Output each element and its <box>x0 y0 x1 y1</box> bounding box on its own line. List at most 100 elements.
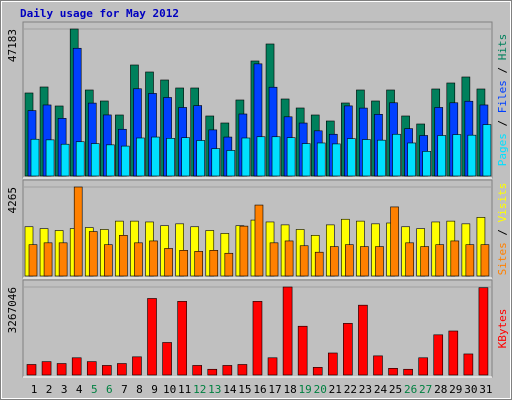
bar <box>28 244 38 277</box>
bar <box>405 242 414 277</box>
bar <box>301 143 311 177</box>
bar <box>388 368 398 376</box>
bar <box>282 286 293 376</box>
legend-entry: KBytes <box>496 309 509 349</box>
y-tick-label: 47183 <box>6 29 19 62</box>
bar <box>375 246 384 277</box>
bar <box>136 137 145 177</box>
bar <box>41 361 52 376</box>
bar <box>86 361 97 376</box>
bar <box>407 142 416 177</box>
bar <box>30 138 40 177</box>
bar <box>102 365 112 376</box>
bar <box>465 244 475 277</box>
bar <box>480 244 490 277</box>
bar <box>164 248 173 277</box>
bar <box>297 325 308 376</box>
bar <box>418 357 428 376</box>
bar <box>60 143 70 177</box>
bar <box>226 150 236 177</box>
legend-entry: Pages <box>496 133 509 166</box>
x-tick-label: 7 <box>121 383 128 396</box>
legend: Sites / Visits <box>496 183 509 276</box>
x-tick-label: 16 <box>253 383 266 396</box>
x-tick-label: 1 <box>31 383 38 396</box>
x-tick-label: 8 <box>136 383 143 396</box>
x-tick-label: 2 <box>46 383 53 396</box>
bar <box>26 364 37 376</box>
legend: Pages / Files / Hits <box>496 34 509 167</box>
bar <box>45 139 55 177</box>
bar <box>286 137 296 177</box>
chart-title: Daily usage for May 2012 <box>20 7 179 20</box>
bar <box>181 137 190 177</box>
legend-separator: / <box>496 60 509 80</box>
bar <box>58 242 68 277</box>
bar <box>241 137 251 177</box>
bar <box>299 245 309 277</box>
bar <box>222 365 233 376</box>
legend-entry: Sites <box>496 242 509 275</box>
x-tick-label: 21 <box>329 383 342 396</box>
bar <box>482 124 492 177</box>
x-tick-label: 22 <box>344 383 357 396</box>
bar <box>362 139 371 177</box>
bar <box>435 244 445 277</box>
x-tick-label: 6 <box>106 383 113 396</box>
x-tick-label: 31 <box>479 383 492 396</box>
x-tick-label: 14 <box>223 383 237 396</box>
bar <box>331 143 341 177</box>
legend-separator: / <box>496 222 509 242</box>
x-tick-label: 29 <box>449 383 462 396</box>
bar <box>149 240 158 277</box>
x-tick-label: 26 <box>404 383 417 396</box>
x-tick-label: 4 <box>76 383 83 396</box>
x-tick-label: 10 <box>163 383 176 396</box>
bar <box>237 364 248 376</box>
x-tick-label: 12 <box>193 383 206 396</box>
bar <box>166 138 175 177</box>
x-tick-label: 17 <box>268 383 281 396</box>
bar <box>207 368 218 376</box>
bar <box>119 235 128 277</box>
legend-entry: Hits <box>496 34 509 61</box>
bar <box>452 134 462 177</box>
bar <box>377 139 386 177</box>
x-tick-label: 27 <box>419 383 432 396</box>
bar <box>314 251 324 277</box>
bar <box>162 342 172 376</box>
bar <box>478 287 489 376</box>
legend-entry: Files <box>496 80 509 113</box>
x-tick-label: 23 <box>359 383 372 396</box>
bar <box>224 252 234 277</box>
bar <box>390 206 399 277</box>
bar <box>329 246 339 277</box>
x-tick-label: 9 <box>151 383 158 396</box>
bar <box>177 301 187 376</box>
x-tick-label: 28 <box>434 383 447 396</box>
bar <box>284 240 294 277</box>
x-tick-label: 19 <box>299 383 312 396</box>
x-tick-label: 3 <box>61 383 68 396</box>
bar <box>373 355 383 376</box>
bar <box>88 231 98 277</box>
bar <box>269 242 279 277</box>
bar <box>179 250 188 277</box>
bar <box>56 363 67 376</box>
bar <box>256 136 266 177</box>
bar <box>117 363 127 376</box>
x-tick-label: 18 <box>283 383 296 396</box>
bar <box>360 246 369 277</box>
x-tick-label: 11 <box>178 383 191 396</box>
bar <box>104 244 113 277</box>
bar <box>209 250 219 277</box>
bar <box>75 141 85 177</box>
bar <box>194 251 204 277</box>
bar <box>403 368 413 376</box>
bar <box>211 148 221 177</box>
bar <box>43 242 53 277</box>
x-tick-label: 20 <box>314 383 327 396</box>
bar <box>192 365 203 376</box>
bar <box>448 330 459 376</box>
